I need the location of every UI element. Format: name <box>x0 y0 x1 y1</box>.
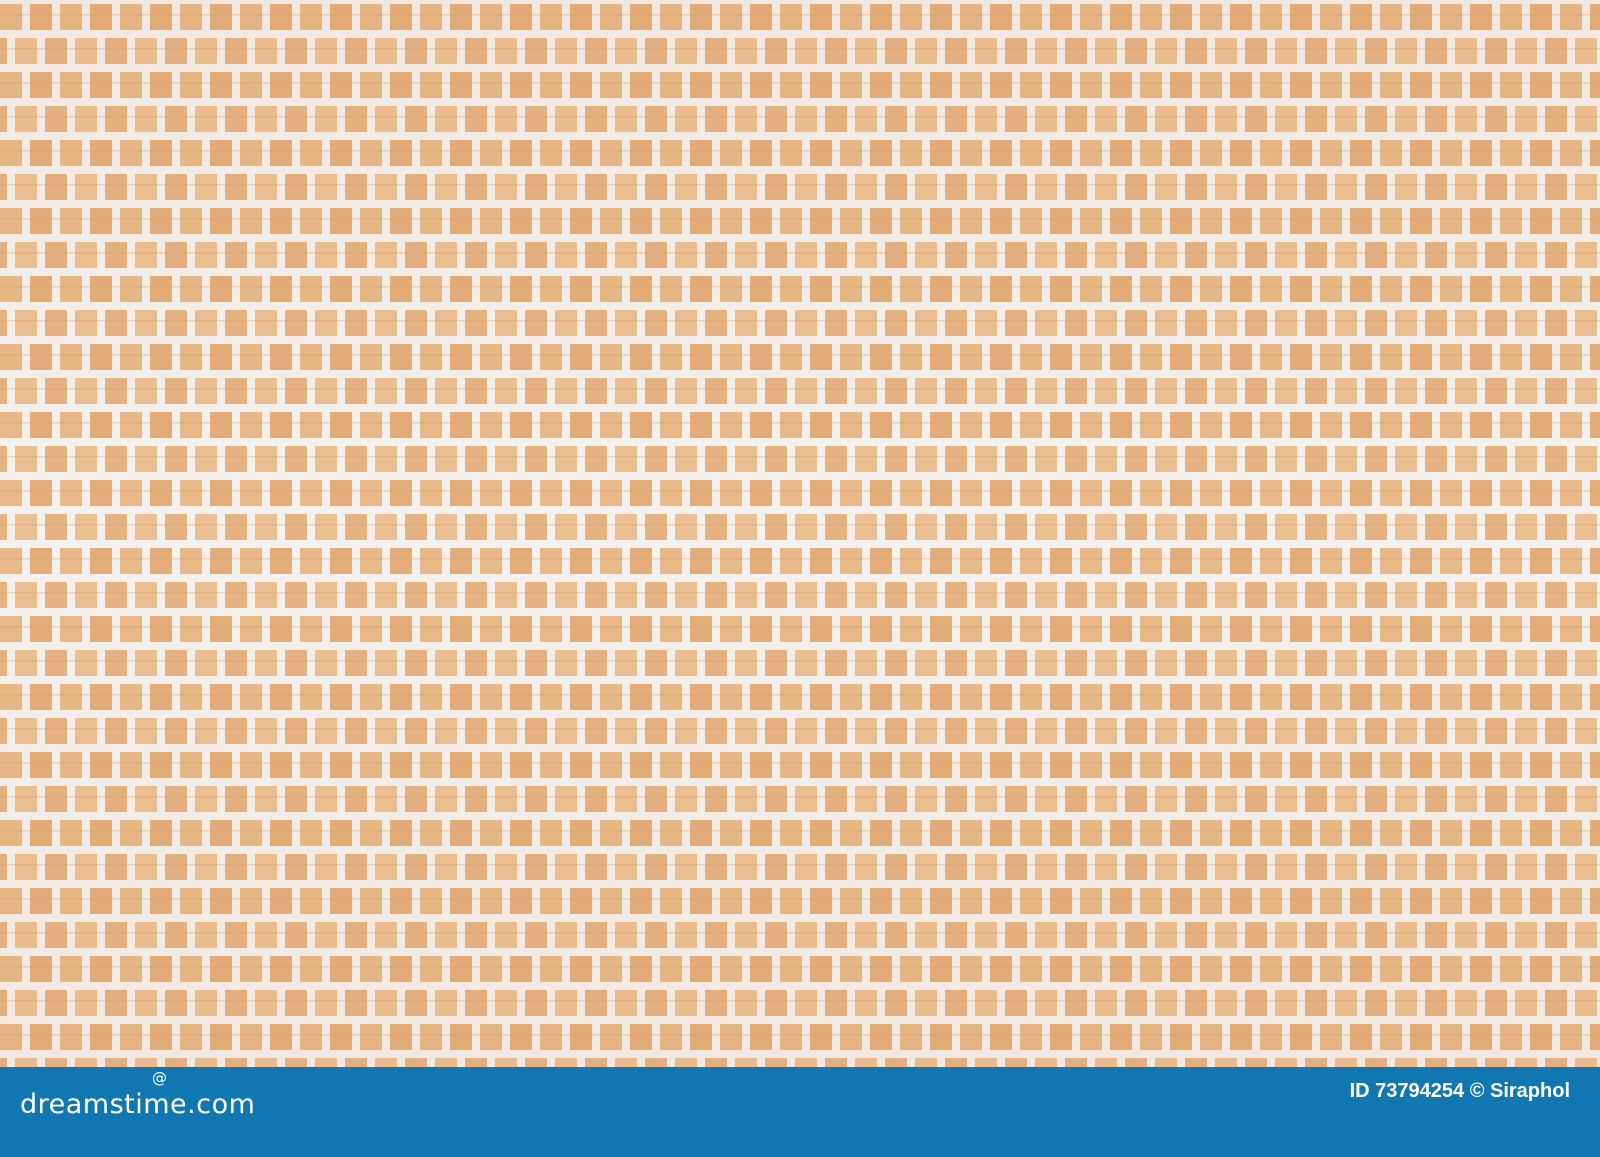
woven-mat-photo <box>0 0 1600 1067</box>
image-credit: ID 73794254 © Siraphol <box>1349 1080 1570 1102</box>
watermark-footer-bar: dreamstime.com @ ID 73794254 © Siraphol <box>0 1067 1600 1157</box>
dreamstime-logo: dreamstime.com <box>20 1089 256 1120</box>
logo-swirl-icon: @ <box>152 1069 167 1087</box>
